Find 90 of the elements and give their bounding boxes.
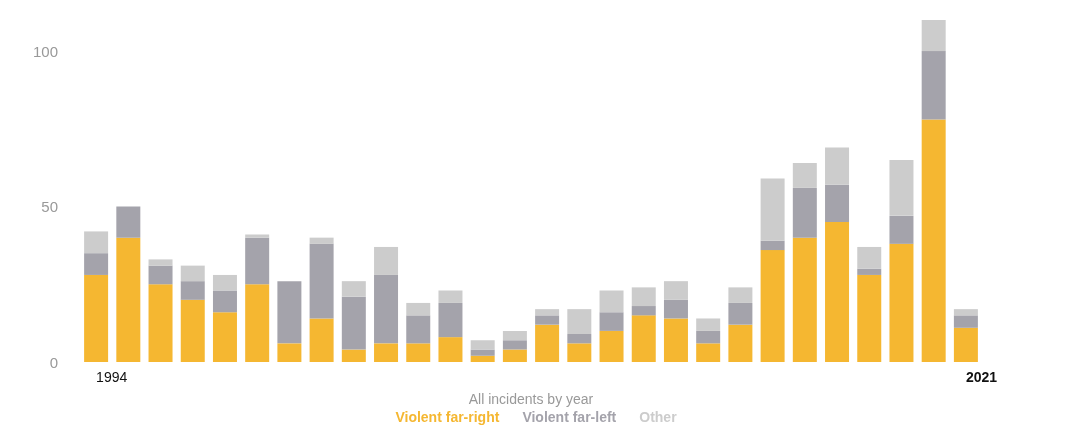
text: Violent far-left [522, 409, 617, 425]
bar [599, 312, 624, 331]
y-tick-label: 0 [49, 353, 58, 371]
bar [953, 309, 978, 316]
bar [374, 343, 399, 362]
bar [857, 268, 882, 275]
bar [953, 315, 978, 328]
bar [599, 290, 624, 313]
bar [341, 281, 366, 297]
bar [309, 318, 334, 362]
bar [84, 253, 109, 275]
bar [792, 237, 817, 362]
bar [438, 302, 463, 338]
bar [696, 343, 721, 362]
bar [438, 290, 463, 303]
y-tick-label: 100 [32, 42, 58, 60]
bar [148, 284, 173, 362]
bar [535, 324, 560, 362]
bar [825, 222, 850, 362]
bar [631, 315, 656, 362]
bar [567, 334, 592, 344]
bar [953, 327, 978, 362]
bar [921, 119, 946, 362]
bar [212, 312, 237, 362]
bar [180, 281, 205, 300]
bar [663, 318, 688, 362]
bar [277, 281, 302, 344]
bar [180, 265, 205, 282]
bar [84, 231, 109, 254]
bar [309, 237, 334, 244]
bar [728, 287, 753, 303]
bar [728, 324, 753, 362]
bar [406, 343, 431, 362]
bar [374, 274, 399, 344]
bar [438, 337, 463, 362]
bar [470, 340, 495, 350]
bar [116, 237, 141, 362]
bar [567, 343, 592, 362]
bar [760, 250, 785, 362]
bar [341, 296, 366, 350]
bar [341, 349, 366, 362]
x-tick-label: 1994 [96, 369, 128, 385]
bar [212, 290, 237, 313]
bar [696, 318, 721, 331]
bar [728, 302, 753, 325]
bar [535, 315, 560, 325]
bar [631, 287, 656, 307]
bar [148, 265, 173, 285]
bar [792, 163, 817, 188]
bar [277, 343, 302, 362]
bar [889, 215, 914, 244]
bar [502, 340, 527, 350]
bar [889, 159, 914, 216]
bar [502, 349, 527, 362]
bar [309, 243, 334, 319]
bar [792, 187, 817, 238]
bar [180, 299, 205, 362]
bar [825, 147, 850, 185]
bar [857, 274, 882, 362]
bar [921, 20, 946, 52]
bar [245, 234, 270, 238]
bar [245, 284, 270, 362]
text: Violent far-right [395, 409, 500, 425]
bar [631, 306, 656, 316]
bar [857, 246, 882, 269]
bar [116, 206, 141, 238]
bar [889, 243, 914, 362]
bar [921, 51, 946, 120]
bar [567, 309, 592, 335]
bar [406, 302, 431, 316]
bar [148, 259, 173, 266]
bar [245, 237, 270, 285]
bar [663, 281, 688, 300]
x-axis-title: All incidents by year [468, 391, 594, 407]
bar [825, 184, 850, 223]
bar [374, 246, 399, 275]
x-tick-label: 2021 [965, 369, 998, 385]
bar [470, 349, 495, 356]
bar [663, 299, 688, 319]
bar [406, 315, 431, 344]
bar [502, 330, 527, 341]
bar [535, 309, 560, 316]
bar [84, 274, 109, 362]
bar [470, 355, 495, 362]
bar [696, 330, 721, 344]
bar [760, 240, 785, 251]
bar [212, 274, 237, 291]
bar [760, 178, 785, 241]
y-tick-label: 50 [41, 198, 58, 216]
bar [599, 330, 624, 362]
